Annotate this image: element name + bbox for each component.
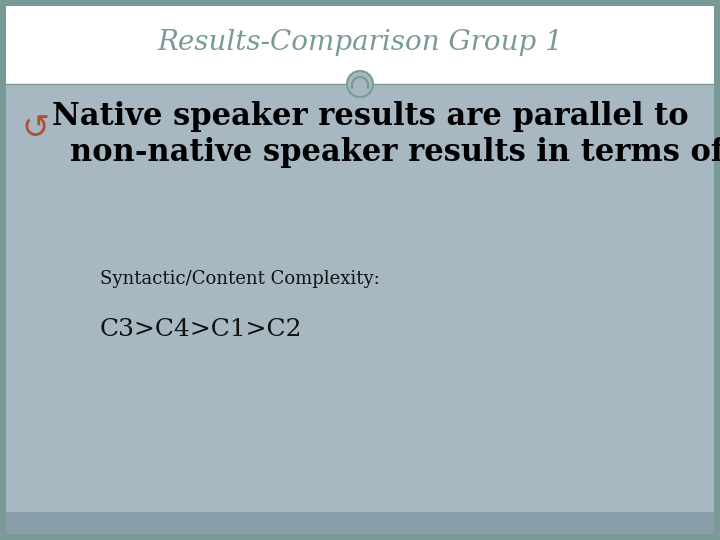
Circle shape [347,71,373,97]
FancyBboxPatch shape [6,84,714,512]
Text: ↺: ↺ [22,111,50,145]
Text: non-native speaker results in terms of:: non-native speaker results in terms of: [70,137,720,167]
FancyBboxPatch shape [6,512,714,534]
Text: Syntactic/Content Complexity:: Syntactic/Content Complexity: [100,270,379,288]
Text: Native speaker results are parallel to: Native speaker results are parallel to [52,102,688,132]
Text: C3>C4>C1>C2: C3>C4>C1>C2 [100,318,302,341]
FancyBboxPatch shape [6,6,714,84]
Text: Results-Comparison Group 1: Results-Comparison Group 1 [157,29,563,56]
